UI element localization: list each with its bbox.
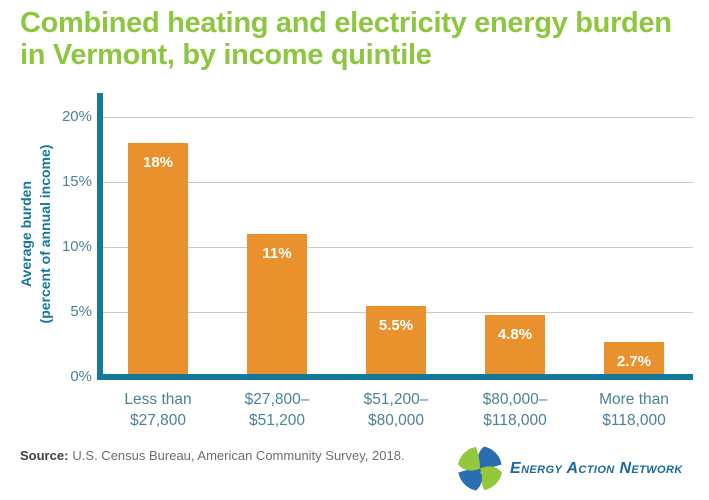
source-label: Source: [20,448,69,463]
x-axis-line [97,374,693,380]
source-note: Source: U.S. Census Bureau, American Comm… [20,448,405,463]
bar-value-label: 18% [142,154,174,171]
bar-value-label: 4.8% [497,325,533,343]
x-category-label: $51,200– $80,000 [363,391,429,429]
source-text: U.S. Census Bureau, American Community S… [72,448,405,463]
x-category-label: $80,000– $118,000 [482,391,548,429]
bar-value-label: 5.5% [378,316,414,334]
x-category-label: Less than $27,800 [124,391,192,429]
bar: 5.5% [366,305,426,377]
y-tick-label: 20% [61,108,92,125]
bar: 4.8% [485,314,545,377]
y-axis-line [97,93,103,380]
pinwheel-globe-icon [458,446,502,491]
chart-title: Combined heating and electricity energy … [20,7,672,71]
y-axis-label: Average burden (percent of annual income… [18,144,53,324]
y-tick-label: 10% [61,238,92,255]
y-tick-label: 0% [70,368,92,385]
y-tick-label: 5% [70,303,92,320]
gridline [103,116,693,118]
x-category-label: More than $118,000 [599,391,669,429]
bar-value-label: 11% [262,245,292,262]
gridline [103,246,693,248]
logo-wordmark: Energy Action Network [510,459,683,477]
bar: 11% [247,234,307,377]
x-category-label: $27,800– $51,200 [244,391,310,429]
bar-value-label: 2.7% [616,352,652,370]
y-tick-label: 15% [61,173,92,190]
bar: 18% [128,143,188,377]
energy-action-network-logo: Energy Action Network [457,445,683,492]
bar: 2.7% [604,341,664,377]
gridline [103,181,693,183]
